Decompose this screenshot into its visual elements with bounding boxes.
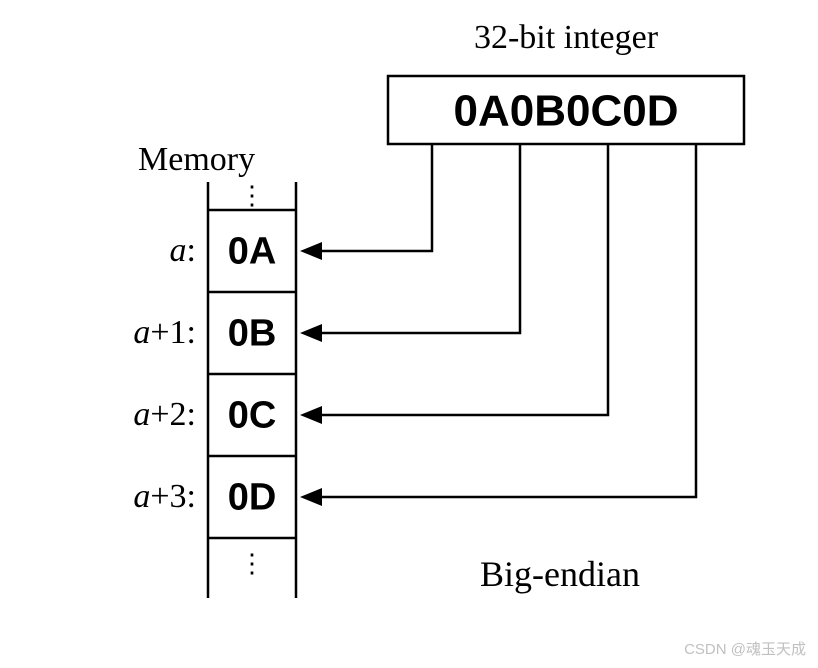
memory-addr-label: a+1: (133, 314, 196, 351)
endianness-diagram: 32-bit integer 0A0B0C0D Memory ⋮ a: 0A a+1: 0B a… (0, 0, 818, 668)
memory-dots-bottom: ⋮ (239, 549, 265, 578)
memory-cell-value: 0D (228, 477, 277, 519)
endianness-label: Big-endian (480, 554, 640, 594)
memory-addr-label: a+2: (133, 396, 196, 433)
memory-cell-value: 0C (228, 395, 277, 437)
watermark-text: CSDN @魂玉天成 (684, 641, 806, 658)
memory-cell-value: 0A (228, 231, 277, 273)
integer-title: 32-bit integer (474, 19, 659, 56)
memory-addr-label: a+3: (133, 478, 196, 515)
memory-cell-value: 0B (228, 313, 277, 355)
memory-label: Memory (138, 141, 255, 178)
memory-addr-label: a: (170, 232, 196, 269)
memory-dots-top: ⋮ (239, 181, 265, 210)
integer-value: 0A0B0C0D (454, 86, 679, 135)
